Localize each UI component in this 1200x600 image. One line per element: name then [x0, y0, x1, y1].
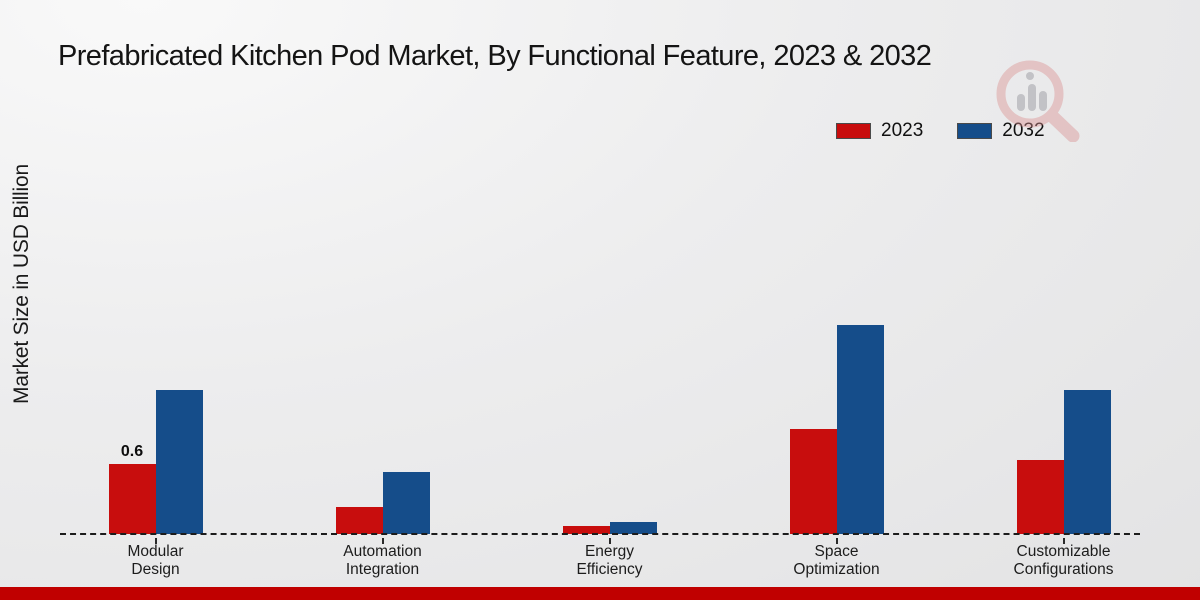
legend-swatch-2032 — [957, 123, 993, 139]
bar-group: Space Optimization — [789, 324, 884, 578]
legend-label: 2023 — [881, 120, 924, 141]
value-label: 0.6 — [120, 442, 144, 460]
bar-group: Energy Efficiency — [562, 522, 657, 578]
legend-swatch-2023 — [836, 123, 871, 139]
legend: 2023 2032 — [836, 120, 1045, 142]
bar-group: Automation Integration — [335, 472, 430, 578]
bar-2032 — [836, 324, 884, 534]
bar-2032 — [155, 390, 203, 534]
magnifier-bar-chart-logo-icon — [996, 60, 1080, 142]
bar-2023 — [789, 428, 837, 534]
plot-area: 0.6 Modular Design Automation Integration Ene… — [42, 0, 1177, 578]
category-label: Energy Efficiency — [576, 543, 643, 578]
y-axis-label: Market Size in USD Billion — [10, 164, 33, 404]
axis-tick — [381, 538, 384, 544]
x-axis-baseline — [60, 533, 1140, 535]
axis-tick — [154, 538, 157, 544]
bar-2023 — [562, 525, 610, 534]
axis-tick — [835, 538, 838, 544]
bar-2023: 0.6 — [108, 443, 156, 534]
bar-2023 — [1016, 460, 1064, 534]
axis-tick — [608, 538, 611, 544]
bar-2023 — [335, 507, 383, 534]
category-label: Modular Design — [127, 543, 184, 578]
category-label: Customizable Configurations — [1013, 543, 1114, 578]
legend-item-2032: 2032 — [957, 120, 1045, 142]
bar-2032 — [609, 522, 657, 534]
bar-group: 0.6 Modular Design — [108, 390, 203, 578]
legend-item-2023: 2023 — [836, 120, 923, 142]
bar-2032 — [1063, 390, 1111, 534]
chart-title: Prefabricated Kitchen Pod Market, By Fun… — [58, 40, 932, 72]
category-label: Space Optimization — [793, 543, 880, 578]
bar-2032 — [382, 472, 430, 534]
footer-accent-bar — [0, 587, 1200, 600]
bar-group: Customizable Configurations — [1014, 390, 1113, 578]
axis-tick — [1062, 538, 1065, 544]
legend-label: 2032 — [1002, 120, 1045, 141]
category-label: Automation Integration — [343, 543, 422, 578]
